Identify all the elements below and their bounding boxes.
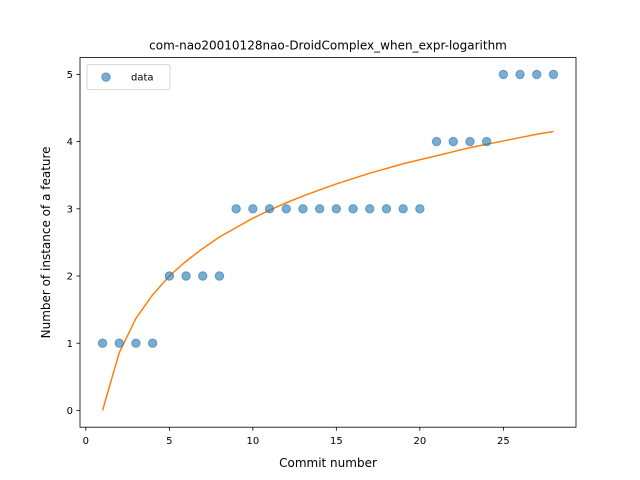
x-tick-label: 0 <box>83 436 89 447</box>
x-tick-label: 15 <box>330 436 343 447</box>
data-point <box>97 338 108 348</box>
y-tick-label: 0 <box>67 406 73 417</box>
legend-label: data <box>131 73 154 84</box>
legend-box <box>86 64 171 90</box>
legend: data <box>86 64 171 90</box>
data-point <box>548 69 559 80</box>
data-point <box>147 338 158 348</box>
data-point <box>131 338 141 348</box>
data-point <box>365 204 375 214</box>
data-point <box>448 136 458 147</box>
legend-marker <box>101 72 111 82</box>
data-point <box>198 271 208 281</box>
data-point <box>381 204 392 214</box>
x-tick-label: 5 <box>166 436 172 447</box>
y-tick-label: 5 <box>67 70 73 81</box>
y-tick-label: 4 <box>67 137 73 148</box>
ticks-layer: 0 5 10 15 20 25 0 1 2 3 4 5 <box>67 70 510 447</box>
axes-frame <box>79 57 577 428</box>
data-point <box>532 69 542 80</box>
x-tick-label: 10 <box>246 436 259 447</box>
data-point <box>214 271 225 281</box>
y-tick-label: 2 <box>67 272 73 283</box>
data-point <box>314 204 325 214</box>
data-point <box>348 204 358 214</box>
data-point <box>515 69 525 80</box>
data-point <box>431 136 442 147</box>
data-point <box>498 69 509 80</box>
data-point <box>181 271 191 281</box>
x-tick-label: 25 <box>497 436 510 447</box>
data-layer <box>97 69 559 411</box>
y-tick-label: 3 <box>67 204 73 215</box>
data-point <box>465 136 475 147</box>
data-point <box>415 204 425 214</box>
data-point <box>231 204 241 214</box>
fit-line <box>101 130 554 411</box>
y-tick-label: 1 <box>67 339 73 350</box>
data-point <box>248 204 258 214</box>
data-point <box>264 204 275 214</box>
x-axis-label: Commit number <box>279 456 377 470</box>
data-point <box>398 204 408 214</box>
y-axis-label: Number of instance of a feature <box>39 146 53 338</box>
data-point <box>298 204 308 214</box>
data-point <box>281 204 291 214</box>
data-point <box>114 338 124 348</box>
data-point <box>481 136 492 147</box>
chart-title: com-nao20010128nao-DroidComplex_when_exp… <box>149 39 507 53</box>
x-tick-label: 20 <box>413 436 426 447</box>
data-point <box>331 204 342 214</box>
data-point <box>164 271 175 281</box>
